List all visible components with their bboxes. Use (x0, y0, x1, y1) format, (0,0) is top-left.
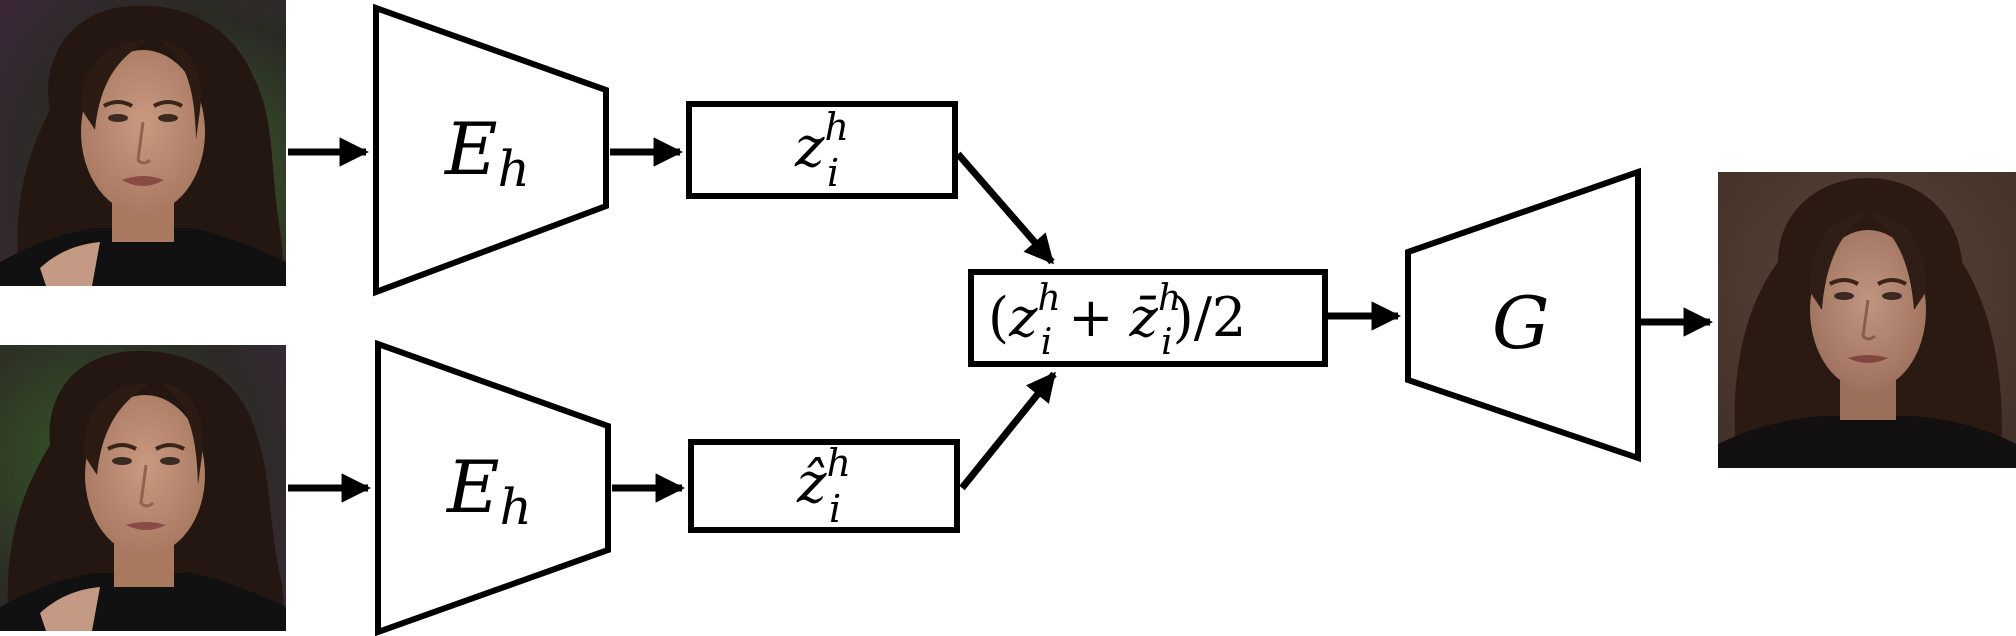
encoder-bottom-label: Eh (445, 445, 532, 536)
arrow-latent-bottom-to-average (959, 371, 1057, 491)
average-label: (zh i + z̄h i)/2 (988, 278, 1246, 363)
latent-bottom-box (688, 439, 960, 533)
latent-top-label: zh i (794, 105, 849, 195)
average-box (968, 269, 1328, 367)
encoder-bottom (375, 339, 611, 636)
arrow-latent-top-to-average (955, 151, 1055, 265)
generator (1405, 167, 1641, 463)
latent-bottom-label: ẑh i (796, 441, 851, 531)
encoder-top-label: Eh (443, 107, 530, 198)
input-face-top (0, 0, 286, 286)
output-face (1718, 172, 2016, 468)
input-face-bottom (0, 345, 287, 631)
latent-top-box (686, 101, 958, 199)
encoder-top (373, 3, 609, 297)
generator-label: G (1492, 281, 1550, 365)
